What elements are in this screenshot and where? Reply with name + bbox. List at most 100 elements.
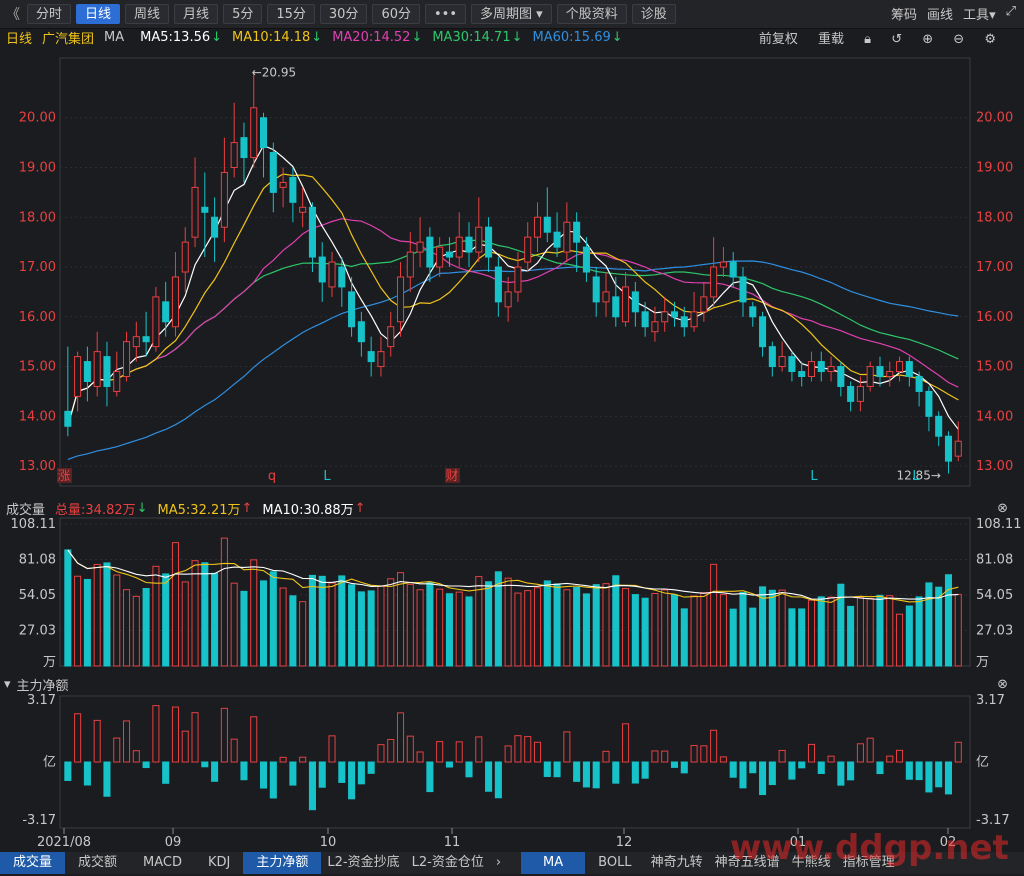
chart-area[interactable]: 20.00 20.00 19.00 19.00 18.00 18.00 17.00 17.00… bbox=[0, 46, 1024, 876]
close-icon[interactable]: ⊗ bbox=[997, 500, 1008, 516]
capital-tick-left: 亿 bbox=[43, 755, 56, 770]
tab-30min[interactable]: 30分 bbox=[319, 4, 368, 24]
period-label: 日线 bbox=[6, 31, 33, 47]
tab-l2-position[interactable]: L2-资金仓位 bbox=[411, 855, 484, 870]
fullscreen-icon[interactable]: ⤢ bbox=[1005, 4, 1016, 19]
tab-macd[interactable]: MACD bbox=[143, 855, 182, 870]
capital-bar bbox=[279, 756, 287, 763]
reload-button[interactable]: 重载 bbox=[817, 31, 844, 47]
indicator-name[interactable]: MA bbox=[104, 29, 125, 45]
candle-body bbox=[289, 176, 297, 203]
capital-bar bbox=[308, 761, 316, 811]
tab-bull-bear[interactable]: 牛熊线 bbox=[791, 855, 831, 870]
stock-name[interactable]: 广汽集团 bbox=[42, 31, 95, 47]
candle-body bbox=[896, 361, 904, 373]
candle-body bbox=[171, 276, 179, 328]
volume-bar bbox=[250, 559, 258, 667]
candle-body bbox=[367, 351, 375, 363]
settings-icon[interactable]: ⚙ bbox=[984, 31, 996, 47]
zoom-out-icon[interactable]: ⊖ bbox=[953, 31, 965, 47]
capital-tick-right: 亿 bbox=[976, 755, 989, 770]
tab-ma[interactable]: MA bbox=[521, 852, 586, 874]
undo-icon[interactable]: ↺ bbox=[891, 31, 903, 47]
candle-body bbox=[700, 296, 708, 313]
time-axis: 2021/08 09 10 11 12 01 02 bbox=[37, 828, 956, 850]
capital-bar bbox=[768, 761, 776, 786]
close-icon[interactable]: ⊗ bbox=[997, 676, 1008, 692]
tools-button[interactable]: 工具▾ bbox=[963, 4, 996, 23]
volume-bar bbox=[533, 587, 542, 667]
capital-bar bbox=[563, 731, 571, 763]
volume-bar bbox=[387, 578, 395, 667]
kline-panel[interactable]: 20.00 20.00 19.00 19.00 18.00 18.00 17.00 17.00… bbox=[19, 57, 1013, 487]
tab-15min[interactable]: 15分 bbox=[267, 4, 315, 24]
tab-monthly[interactable]: 月线 bbox=[174, 4, 219, 24]
candle-body bbox=[426, 236, 434, 268]
multi-period-dropdown[interactable]: 多周期图 ▾ bbox=[471, 4, 552, 24]
tab-l2-bottom-fishing[interactable]: L2-资金抄底 bbox=[327, 855, 400, 870]
capital-bar bbox=[93, 719, 101, 763]
tab-magic-five[interactable]: 神奇五线谱 bbox=[714, 855, 780, 870]
candle-body bbox=[279, 181, 287, 188]
capital-panel[interactable]: 3.17 3.17 亿 亿 -3.17 -3.17 bbox=[22, 693, 1010, 829]
volume-bar bbox=[788, 608, 796, 667]
stock-profile-button[interactable]: 个股资料 bbox=[556, 4, 627, 24]
time-label: 11 bbox=[444, 835, 461, 850]
event-marker: q bbox=[268, 469, 276, 484]
volume-tick-right: 108.11 bbox=[976, 517, 1022, 532]
tab-60min[interactable]: 60分 bbox=[372, 4, 420, 24]
more-button[interactable]: ••• bbox=[424, 4, 466, 24]
volume-panel[interactable]: 108.11 108.11 81.08 81.08 54.05 54.05 27.03 27.… bbox=[11, 517, 1022, 670]
price-tick-left: 17.00 bbox=[19, 260, 56, 275]
volume-bar bbox=[896, 613, 904, 667]
volume-bar bbox=[680, 608, 688, 667]
capital-bar bbox=[377, 744, 385, 763]
capital-bar bbox=[543, 761, 551, 777]
tab-5min[interactable]: 5分 bbox=[223, 4, 263, 24]
volume-bar bbox=[543, 580, 551, 667]
candle-body bbox=[641, 311, 649, 328]
volume-bar bbox=[162, 573, 170, 667]
tab-intraday[interactable]: 分时 bbox=[27, 4, 72, 24]
capital-bar bbox=[396, 712, 405, 763]
candle-body bbox=[142, 336, 150, 343]
chevron-down-icon: ▾ bbox=[536, 7, 543, 22]
volume-bar bbox=[259, 580, 268, 667]
tab-magic-nine[interactable]: 神奇九转 bbox=[650, 855, 703, 870]
tab-indicator-manage[interactable]: 指标管理 bbox=[842, 855, 895, 870]
candle-body bbox=[259, 117, 268, 149]
adjust-mode-button[interactable]: 前复权 bbox=[758, 31, 798, 47]
price-tick-right: 15.00 bbox=[976, 360, 1013, 375]
capital-bar bbox=[142, 761, 150, 769]
candle-body bbox=[387, 326, 395, 348]
tab-volume[interactable]: 成交量 bbox=[0, 852, 66, 874]
chips-button[interactable]: 筹码 bbox=[891, 8, 918, 23]
volume-bar bbox=[289, 595, 297, 667]
capital-bar bbox=[954, 741, 962, 763]
high-price-label: ←20.95 bbox=[252, 65, 296, 79]
candle-body bbox=[739, 276, 747, 303]
volume-bar bbox=[191, 560, 199, 667]
tab-boll[interactable]: BOLL bbox=[598, 855, 632, 870]
tab-main-capital[interactable]: 主力净额 bbox=[243, 852, 322, 874]
capital-title[interactable]: 主力净额 bbox=[16, 678, 69, 694]
candle-body bbox=[876, 366, 884, 378]
chevron-right-icon[interactable]: › bbox=[495, 855, 502, 870]
tab-turnover[interactable]: 成交额 bbox=[78, 855, 118, 870]
capital-bar bbox=[201, 761, 209, 768]
low-price-label: 12.85→ bbox=[896, 469, 940, 483]
collapse-left-icon[interactable]: 《 bbox=[6, 7, 20, 23]
collapse-icon[interactable]: ▾ bbox=[4, 676, 11, 692]
diagnose-button[interactable]: 诊股 bbox=[631, 4, 676, 24]
zoom-in-icon[interactable]: ⊕ bbox=[922, 31, 934, 47]
volume-bar bbox=[944, 574, 953, 667]
volume-bar bbox=[631, 594, 639, 667]
lock-icon[interactable]: 🔒︎ bbox=[864, 31, 872, 47]
tab-daily[interactable]: 日线 bbox=[76, 4, 121, 24]
volume-bar bbox=[886, 595, 894, 667]
tab-weekly[interactable]: 周线 bbox=[125, 4, 170, 24]
tab-kdj[interactable]: KDJ bbox=[208, 855, 231, 870]
capital-bar bbox=[338, 761, 346, 783]
volume-tick-left: 万 bbox=[43, 655, 56, 670]
draw-line-button[interactable]: 画线 bbox=[927, 8, 954, 23]
